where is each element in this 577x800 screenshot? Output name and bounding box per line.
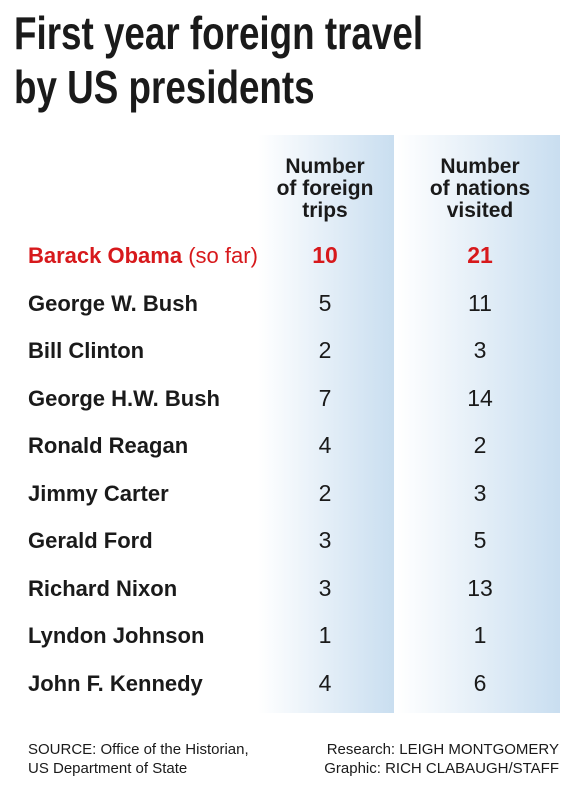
president-name: John F. Kennedy (28, 671, 203, 697)
president-name: Jimmy Carter (28, 481, 169, 507)
nations-value: 13 (467, 574, 493, 601)
trips-value: 2 (318, 337, 332, 363)
president-name: Gerald Ford (28, 528, 153, 554)
president-name: Richard Nixon (28, 576, 177, 602)
trips-value: 2 (318, 479, 332, 506)
source: SOURCE: Office of the Historian, US Depa… (28, 740, 249, 778)
column-header-line: of nations (429, 177, 531, 200)
name-text: Bill Clinton (28, 338, 145, 363)
trips-value: 5 (318, 289, 332, 316)
column-header-line: Number (285, 155, 365, 178)
president-name: George H.W. Bush (28, 386, 220, 412)
president-name: Barack Obama (so far) (28, 243, 258, 269)
column-header: Number of foreign trips (250, 156, 400, 222)
nations-value: 2 (473, 432, 487, 458)
source-line: US Department of State (28, 760, 188, 777)
credits: Research: LEIGH MONTGOMERY Graphic: RICH… (324, 740, 559, 778)
name-text: John F. Kennedy (28, 670, 203, 696)
column-band (397, 135, 560, 713)
president-name: Lyndon Johnson (28, 623, 204, 649)
column-header-line: trips (302, 199, 348, 222)
nations-value: 5 (473, 527, 487, 553)
trips-value: 10 (312, 242, 338, 268)
nations-value: 11 (468, 289, 492, 316)
name-text: Gerald Ford (28, 528, 153, 553)
nations-value: 3 (473, 479, 487, 506)
name-text: Barack Obama (28, 243, 183, 268)
nations-value: 14 (467, 384, 493, 411)
trips-value: 1 (318, 622, 332, 648)
trips-value: 4 (318, 432, 332, 458)
credit-line: Research: LEIGH MONTGOMERY (326, 741, 559, 758)
column-band (258, 135, 394, 713)
trips-value: 3 (318, 574, 332, 601)
nations-value: 1 (473, 622, 487, 648)
column-header-line: visited (446, 199, 514, 222)
title: First year foreign travel (14, 7, 424, 59)
president-name: Bill Clinton (28, 338, 144, 364)
credit-line: Graphic: RICH CLABAUGH/STAFF (324, 760, 559, 777)
name-text: Jimmy Carter (28, 480, 169, 506)
nations-value: 3 (473, 337, 487, 363)
trips-value: 3 (318, 527, 332, 553)
name-text: George H.W. Bush (28, 385, 220, 411)
name-note: (so far) (188, 243, 258, 268)
nations-value: 6 (473, 669, 487, 696)
president-name: Ronald Reagan (28, 433, 188, 459)
name-text: Ronald Reagan (28, 433, 189, 458)
name-text: George W. Bush (28, 290, 198, 316)
trips-value: 7 (318, 384, 332, 411)
source-line: SOURCE: Office of the Historian, (28, 741, 249, 758)
column-header-line: of foreign (276, 177, 374, 200)
column-header-line: Number (440, 155, 520, 178)
name-text: Lyndon Johnson (28, 623, 205, 648)
nations-value: 21 (467, 242, 493, 268)
president-name: George W. Bush (28, 291, 198, 317)
column-header: Number of nations visited (405, 156, 555, 222)
name-text: Richard Nixon (28, 575, 178, 601)
title: by US presidents (14, 61, 315, 113)
trips-value: 4 (318, 669, 332, 696)
